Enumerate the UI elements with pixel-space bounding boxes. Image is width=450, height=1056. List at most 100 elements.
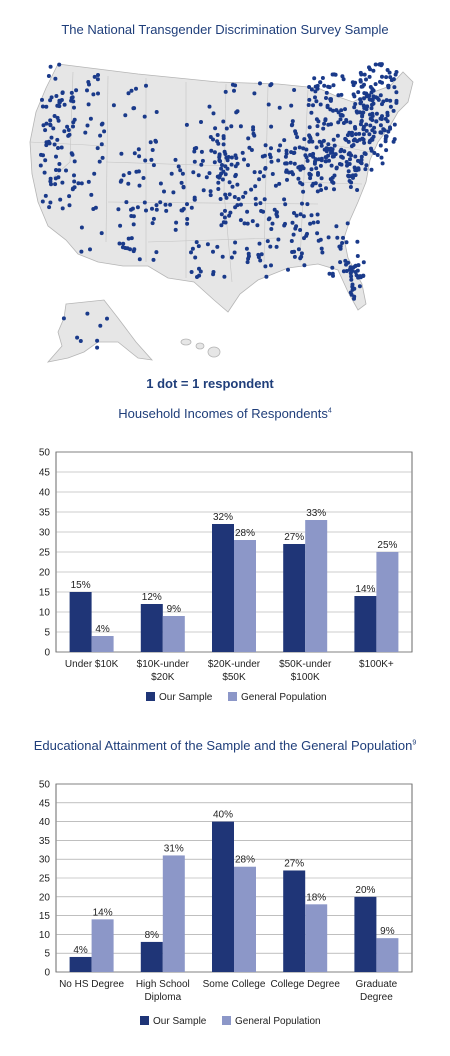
respondent-dot [316, 119, 321, 124]
respondent-dot [251, 125, 256, 130]
bar-value-label: 18% [306, 892, 326, 903]
respondent-dot [282, 223, 287, 228]
respondent-dot [373, 95, 378, 100]
respondent-dot [215, 139, 220, 144]
respondent-dot [379, 130, 384, 135]
respondent-dot [307, 139, 312, 144]
respondent-dot [249, 148, 254, 152]
respondent-dot [126, 91, 131, 96]
respondent-dot [137, 154, 142, 159]
respondent-dot [174, 220, 179, 225]
respondent-dot [121, 241, 126, 246]
respondent-dot [227, 213, 232, 218]
respondent-dot [194, 240, 199, 245]
respondent-dot [356, 90, 361, 95]
respondent-dots [38, 62, 399, 350]
respondent-dot [351, 83, 356, 88]
respondent-dot [227, 192, 232, 197]
respondent-dot [328, 146, 333, 151]
y-tick-label: 20 [39, 568, 51, 579]
respondent-dot [252, 91, 257, 96]
respondent-dot [313, 181, 318, 186]
respondent-dot [131, 214, 136, 219]
respondent-dot [263, 166, 268, 170]
respondent-dot [353, 126, 358, 131]
respondent-dot [257, 241, 262, 246]
bar-value-label: 28% [235, 528, 255, 539]
respondent-dot [190, 246, 195, 251]
y-tick-label: 45 [39, 798, 51, 809]
income-chart-title-footnote: 4 [327, 407, 332, 415]
respondent-dot [137, 257, 142, 262]
respondent-dot [319, 188, 324, 192]
respondent-dot [311, 154, 316, 159]
respondent-dot [355, 254, 360, 258]
respondent-dot [309, 167, 314, 172]
respondent-dot [367, 132, 372, 137]
respondent-dot [380, 161, 385, 166]
respondent-dot [321, 126, 326, 131]
respondent-dot [127, 171, 132, 175]
respondent-dot [295, 135, 300, 140]
respondent-dot [356, 263, 361, 268]
respondent-dot [338, 244, 343, 249]
respondent-dot [40, 97, 44, 102]
bar-value-label: 9% [380, 926, 395, 937]
respondent-dot [292, 254, 297, 259]
respondent-dot [232, 88, 236, 93]
respondent-dot [361, 137, 366, 142]
respondent-dot [311, 103, 315, 108]
respondent-dot [252, 170, 257, 175]
respondent-dot [296, 165, 301, 170]
respondent-dot [60, 180, 65, 185]
respondent-dot [233, 164, 238, 169]
respondent-dot [60, 90, 65, 95]
respondent-dot [276, 158, 281, 163]
respondent-dot [199, 162, 204, 167]
respondent-dot [307, 85, 312, 89]
respondent-dot [355, 110, 360, 115]
respondent-dot [364, 128, 369, 133]
respondent-dot [261, 209, 266, 214]
respondent-dot [364, 91, 369, 96]
respondent-dot [290, 220, 295, 225]
respondent-dot [302, 236, 306, 241]
respondent-dot [54, 94, 59, 98]
bar-value-label: 8% [145, 930, 160, 941]
respondent-dot [284, 169, 289, 174]
respondent-dot [269, 82, 274, 87]
respondent-dot [39, 152, 43, 157]
respondent-dot [374, 111, 379, 116]
respondent-dot [368, 123, 373, 128]
respondent-dot [345, 221, 350, 226]
y-tick-label: 10 [39, 608, 51, 619]
y-tick-label: 50 [39, 780, 51, 791]
respondent-dot [339, 154, 344, 159]
respondent-dot [257, 177, 262, 182]
respondent-dot [216, 180, 221, 185]
respondent-dot [283, 202, 288, 207]
respondent-dot [346, 260, 351, 265]
respondent-dot [344, 269, 349, 273]
respondent-dot [118, 223, 123, 228]
respondent-dot [164, 208, 169, 213]
respondent-dot [290, 119, 295, 124]
respondent-dot [95, 338, 100, 343]
education-chart-title-footnote: 9 [412, 739, 417, 747]
respondent-dot [308, 136, 313, 141]
respondent-dot [158, 200, 163, 205]
respondent-dot [218, 197, 223, 201]
respondent-dot [357, 131, 362, 136]
respondent-dot [357, 284, 362, 289]
respondent-dot [326, 142, 331, 147]
respondent-dot [144, 83, 148, 88]
respondent-dot [88, 247, 92, 252]
respondent-dot [323, 159, 328, 164]
respondent-dot [158, 181, 163, 186]
respondent-dot [334, 165, 339, 170]
respondent-dot [144, 208, 148, 213]
respondent-dot [253, 202, 258, 207]
respondent-dot [369, 146, 373, 151]
x-tick-label: $50K-under [279, 659, 332, 670]
respondent-dot [319, 176, 324, 181]
